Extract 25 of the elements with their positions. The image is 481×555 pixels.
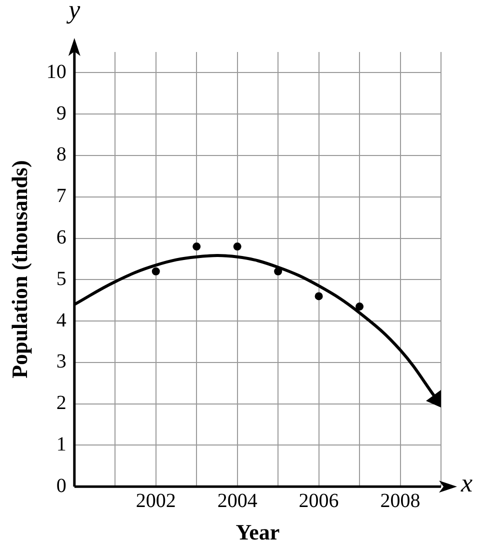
point: [192, 242, 201, 251]
x-tick-label: 2008: [380, 490, 420, 512]
y-tick-label: 2: [56, 392, 66, 414]
x-tick-label: 2002: [136, 490, 176, 512]
y-tick-label: 5: [56, 268, 66, 290]
y-tick-label: 9: [56, 102, 66, 124]
y-tick-label: 10: [46, 60, 66, 83]
y-tick-label: 7: [56, 185, 66, 208]
x-axis-title: Year: [236, 519, 280, 544]
y-tick-label: 8: [56, 144, 66, 166]
point: [356, 302, 364, 311]
point: [314, 292, 323, 300]
y-tick-label: 4: [56, 309, 66, 332]
y-tick-label: 3: [56, 350, 66, 373]
x-tick-label: 2006: [298, 490, 339, 512]
y-tick-label: 6: [56, 226, 66, 249]
point: [152, 267, 160, 276]
text: x: [460, 468, 473, 498]
point: [274, 267, 282, 276]
point: [233, 242, 242, 251]
text: y: [66, 0, 81, 24]
x-tick-label: 2004: [217, 490, 258, 512]
y-tick-label: 1: [56, 433, 66, 456]
y-axis-title: Population (thousands): [6, 160, 32, 378]
y-tick-label: 0: [56, 474, 66, 497]
